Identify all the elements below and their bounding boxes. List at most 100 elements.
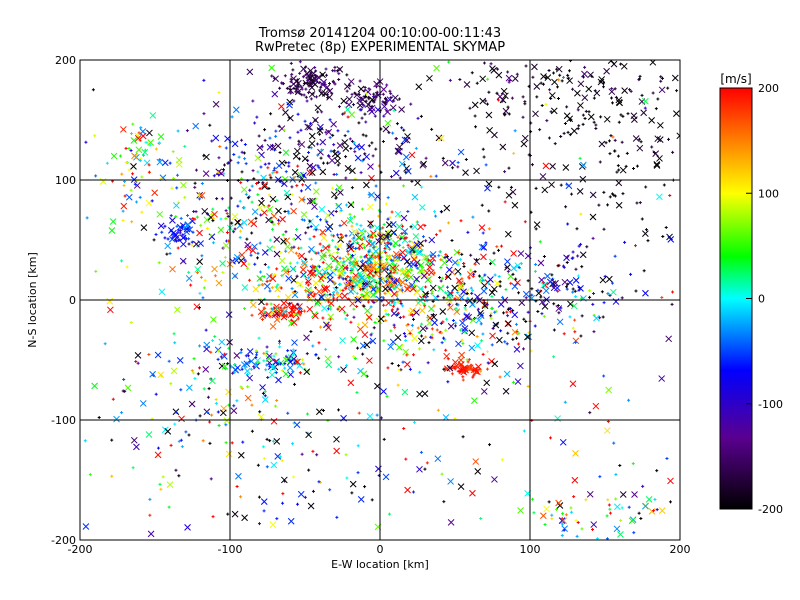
data-point-plus	[350, 224, 354, 228]
data-point-plus	[659, 75, 663, 79]
data-point-x	[184, 523, 191, 531]
data-point-plus	[180, 445, 184, 449]
data-point-plus	[215, 197, 219, 201]
data-point-x	[648, 508, 656, 515]
data-point-plus	[397, 97, 401, 101]
data-point-plus	[345, 203, 349, 207]
data-point-x	[550, 284, 558, 292]
data-point-plus	[309, 70, 313, 74]
data-point-plus	[568, 315, 572, 319]
data-point-x	[615, 96, 623, 104]
data-point-x	[269, 275, 277, 283]
data-point-plus	[218, 144, 222, 148]
data-point-x	[665, 335, 673, 343]
data-point-plus	[450, 372, 454, 376]
colorbar-tick-label: 100	[758, 187, 779, 200]
data-point-plus	[414, 146, 418, 150]
data-point-x	[336, 142, 344, 149]
data-point-x	[417, 223, 424, 231]
y-tick-label: -200	[51, 534, 76, 547]
data-point-plus	[413, 284, 417, 288]
data-point-plus	[661, 76, 665, 80]
data-point-plus	[375, 413, 379, 417]
data-point-plus	[291, 68, 295, 72]
data-point-x	[495, 71, 503, 79]
data-point-x	[251, 208, 259, 216]
data-point-x	[541, 303, 549, 310]
data-point-x	[250, 220, 258, 228]
data-point-plus	[594, 126, 598, 130]
data-point-plus	[360, 116, 364, 120]
data-point-plus	[367, 250, 371, 254]
data-point-x	[252, 285, 260, 293]
data-point-plus	[548, 88, 552, 92]
data-point-plus	[398, 243, 402, 247]
data-point-plus	[214, 398, 218, 401]
data-point-plus	[430, 336, 434, 340]
data-point-plus	[324, 130, 328, 134]
data-point-x	[518, 299, 526, 307]
data-point-x	[173, 306, 181, 314]
data-point-plus	[415, 266, 419, 270]
data-point-plus	[168, 161, 172, 165]
data-point-x	[241, 284, 249, 291]
data-point-x	[318, 205, 326, 213]
data-point-x	[390, 229, 398, 236]
data-point-x	[396, 147, 403, 155]
data-point-x	[287, 311, 295, 319]
data-point-plus	[384, 97, 388, 101]
data-point-plus	[434, 233, 438, 237]
data-point-x	[417, 240, 424, 247]
data-point-plus	[211, 241, 215, 245]
data-point-plus	[432, 271, 436, 275]
data-point-plus	[265, 302, 269, 306]
data-point-plus	[506, 105, 510, 109]
data-point-plus	[498, 284, 502, 288]
data-point-x	[82, 523, 90, 530]
data-point-plus	[313, 292, 317, 296]
data-point-plus	[402, 184, 406, 188]
data-point-plus	[517, 266, 521, 270]
data-point-plus	[348, 239, 352, 243]
data-point-plus	[224, 146, 228, 150]
data-point-plus	[327, 248, 331, 252]
data-point-plus	[198, 366, 202, 370]
data-point-plus	[222, 172, 226, 176]
data-point-x	[503, 370, 511, 378]
data-point-x	[343, 83, 351, 90]
data-point-x	[220, 353, 228, 360]
data-point-plus	[660, 296, 664, 300]
data-point-plus	[384, 319, 388, 323]
data-point-plus	[199, 275, 203, 279]
data-point-x	[522, 290, 530, 298]
data-point-plus	[320, 148, 324, 152]
data-point-x	[657, 121, 664, 129]
data-point-plus	[175, 186, 179, 190]
data-point-plus	[445, 317, 449, 321]
data-point-plus	[387, 512, 391, 516]
data-point-x	[642, 230, 649, 237]
data-point-x	[398, 106, 405, 113]
data-point-plus	[309, 146, 313, 150]
data-point-plus	[338, 67, 342, 71]
data-point-plus	[344, 317, 348, 321]
data-point-plus	[389, 92, 393, 96]
data-point-plus	[283, 209, 287, 213]
data-point-plus	[239, 351, 243, 355]
data-point-plus	[105, 161, 109, 165]
data-point-plus	[357, 247, 361, 251]
data-point-plus	[284, 230, 288, 234]
data-point-plus	[291, 442, 295, 446]
data-point-plus	[462, 261, 466, 265]
data-point-x	[489, 332, 496, 340]
data-point-x	[134, 134, 142, 142]
data-point-plus	[602, 227, 606, 231]
data-point-plus	[270, 364, 274, 368]
data-point-x	[351, 228, 358, 235]
data-point-plus	[397, 368, 401, 372]
data-point-plus	[363, 152, 367, 156]
data-point-plus	[174, 410, 178, 414]
data-point-x	[280, 265, 288, 273]
data-point-plus	[400, 232, 404, 236]
